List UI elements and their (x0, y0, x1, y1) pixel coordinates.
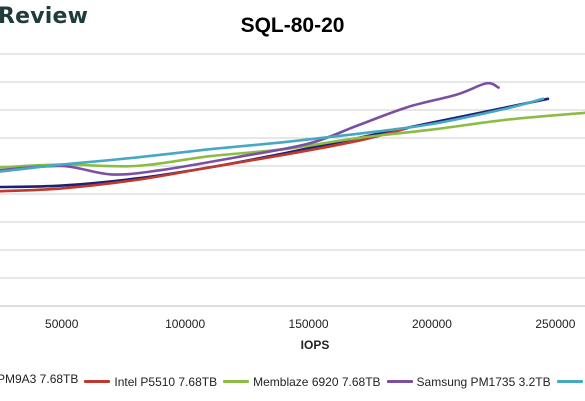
legend-swatch (386, 380, 413, 383)
legend-swatch (556, 380, 583, 383)
series-line-2 (0, 126, 409, 193)
x-tick-label: 200000 (412, 317, 452, 331)
legend-item-5: Ki (556, 375, 585, 389)
legend-item-3: Memblaze 6920 7.68TB (223, 374, 381, 389)
legend-swatch (223, 380, 250, 383)
legend-label: PM9A3 7.68TB (0, 372, 79, 386)
legend: PM9A3 7.68TB Intel P5510 7.68TB Memblaze 6… (0, 372, 585, 389)
series-line-5 (0, 97, 545, 173)
x-tick-labels: 50000 100000 150000 200000 250000 (45, 317, 576, 331)
x-tick-label: 150000 (289, 317, 329, 331)
gridlines (0, 53, 585, 307)
legend-swatch (84, 380, 111, 383)
brand-logo-text: Review (0, 4, 89, 29)
x-axis-label: IOPS (301, 338, 330, 352)
legend-item-4: Samsung PM1735 3.2TB (386, 374, 551, 389)
chart-title: SQL-80-20 (240, 14, 345, 37)
legend-label: Intel P5510 7.68TB (114, 374, 218, 389)
series-line-1 (0, 97, 550, 189)
x-tick-label: 50000 (45, 317, 79, 331)
series-lines (0, 81, 585, 193)
x-tick-label: 250000 (535, 317, 575, 331)
legend-label: Memblaze 6920 7.68TB (253, 374, 381, 389)
series-line-4 (0, 81, 500, 176)
legend-item-2: Intel P5510 7.68TB (84, 375, 217, 389)
x-tick-label: 100000 (165, 317, 205, 331)
legend-label: Samsung PM1735 3.2TB (416, 374, 551, 389)
legend-item-1: PM9A3 7.68TB (0, 372, 78, 386)
